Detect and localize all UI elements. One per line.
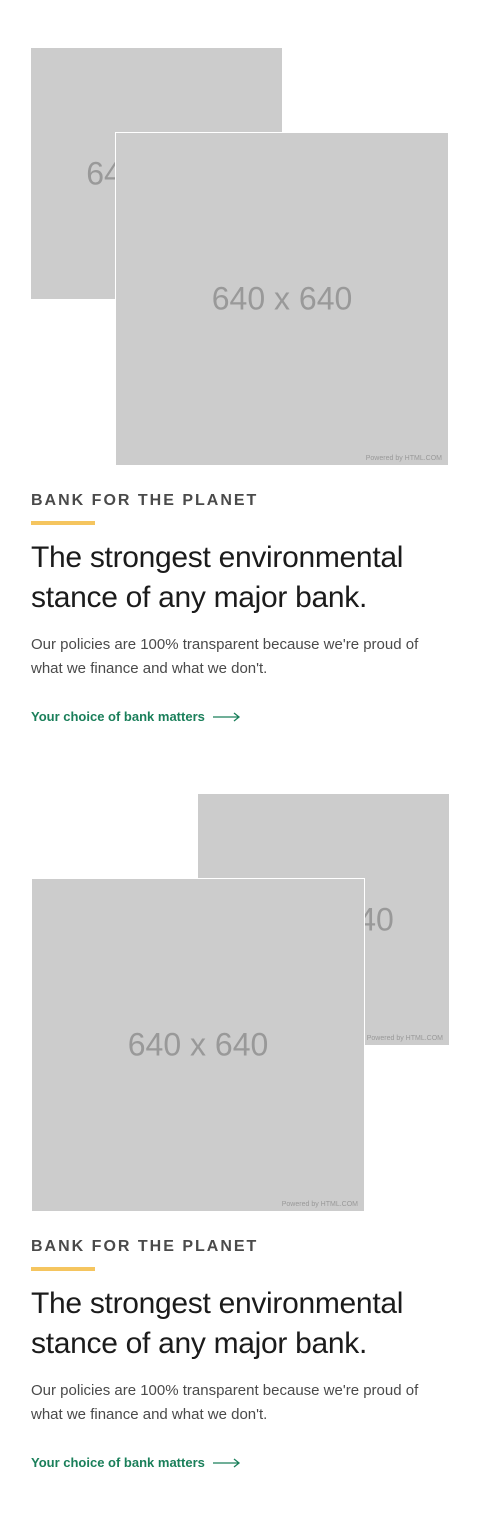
body-text: Our policies are 100% transparent becaus…: [31, 636, 419, 677]
cta-link[interactable]: Your choice of bank matters: [31, 1455, 241, 1470]
feature-section: 640 x 640 Powered by HTML.COM 640 x 640 …: [0, 746, 480, 1492]
image-label: 640 x 640: [211, 280, 353, 317]
image-label: 640 x 640: [127, 1026, 269, 1063]
cta-text[interactable]: Your choice of bank matters: [31, 1455, 205, 1470]
accent-bar: [31, 521, 95, 525]
cta-link[interactable]: Your choice of bank matters: [31, 709, 241, 724]
eyebrow: BANK FOR THE PLANET: [31, 492, 259, 509]
image-front: 640 x 640 Powered by HTML.COM: [116, 133, 448, 465]
arrow-icon: [212, 711, 240, 722]
image-credit: Powered by HTML.COM: [366, 1035, 443, 1042]
eyebrow: BANK FOR THE PLANET: [31, 1238, 259, 1255]
image-front: 640 x 640 Powered by HTML.COM: [32, 879, 364, 1211]
feature-section: 640 x 640 Powered by HTML.COM 640 x 640 …: [0, 0, 480, 746]
body-text: Our policies are 100% transparent becaus…: [31, 1382, 419, 1423]
image-credit: Powered by HTML.COM: [365, 455, 442, 462]
cta-text[interactable]: Your choice of bank matters: [31, 709, 205, 724]
accent-bar: [31, 1267, 95, 1271]
heading: The strongest environmental stance of an…: [31, 1287, 404, 1360]
image-credit: Powered by HTML.COM: [281, 1201, 358, 1208]
arrow-icon: [212, 1457, 240, 1468]
heading: The strongest environmental stance of an…: [31, 541, 404, 614]
